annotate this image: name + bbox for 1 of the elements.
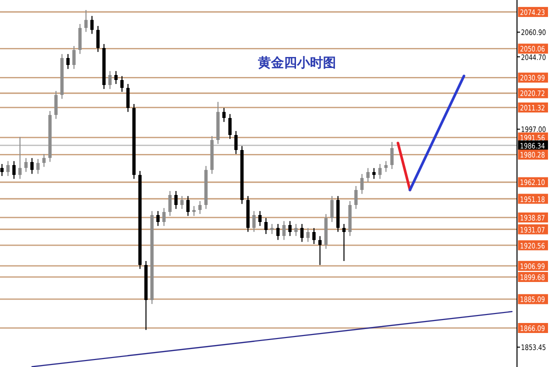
text: 黄金四小时图 bbox=[257, 56, 336, 71]
